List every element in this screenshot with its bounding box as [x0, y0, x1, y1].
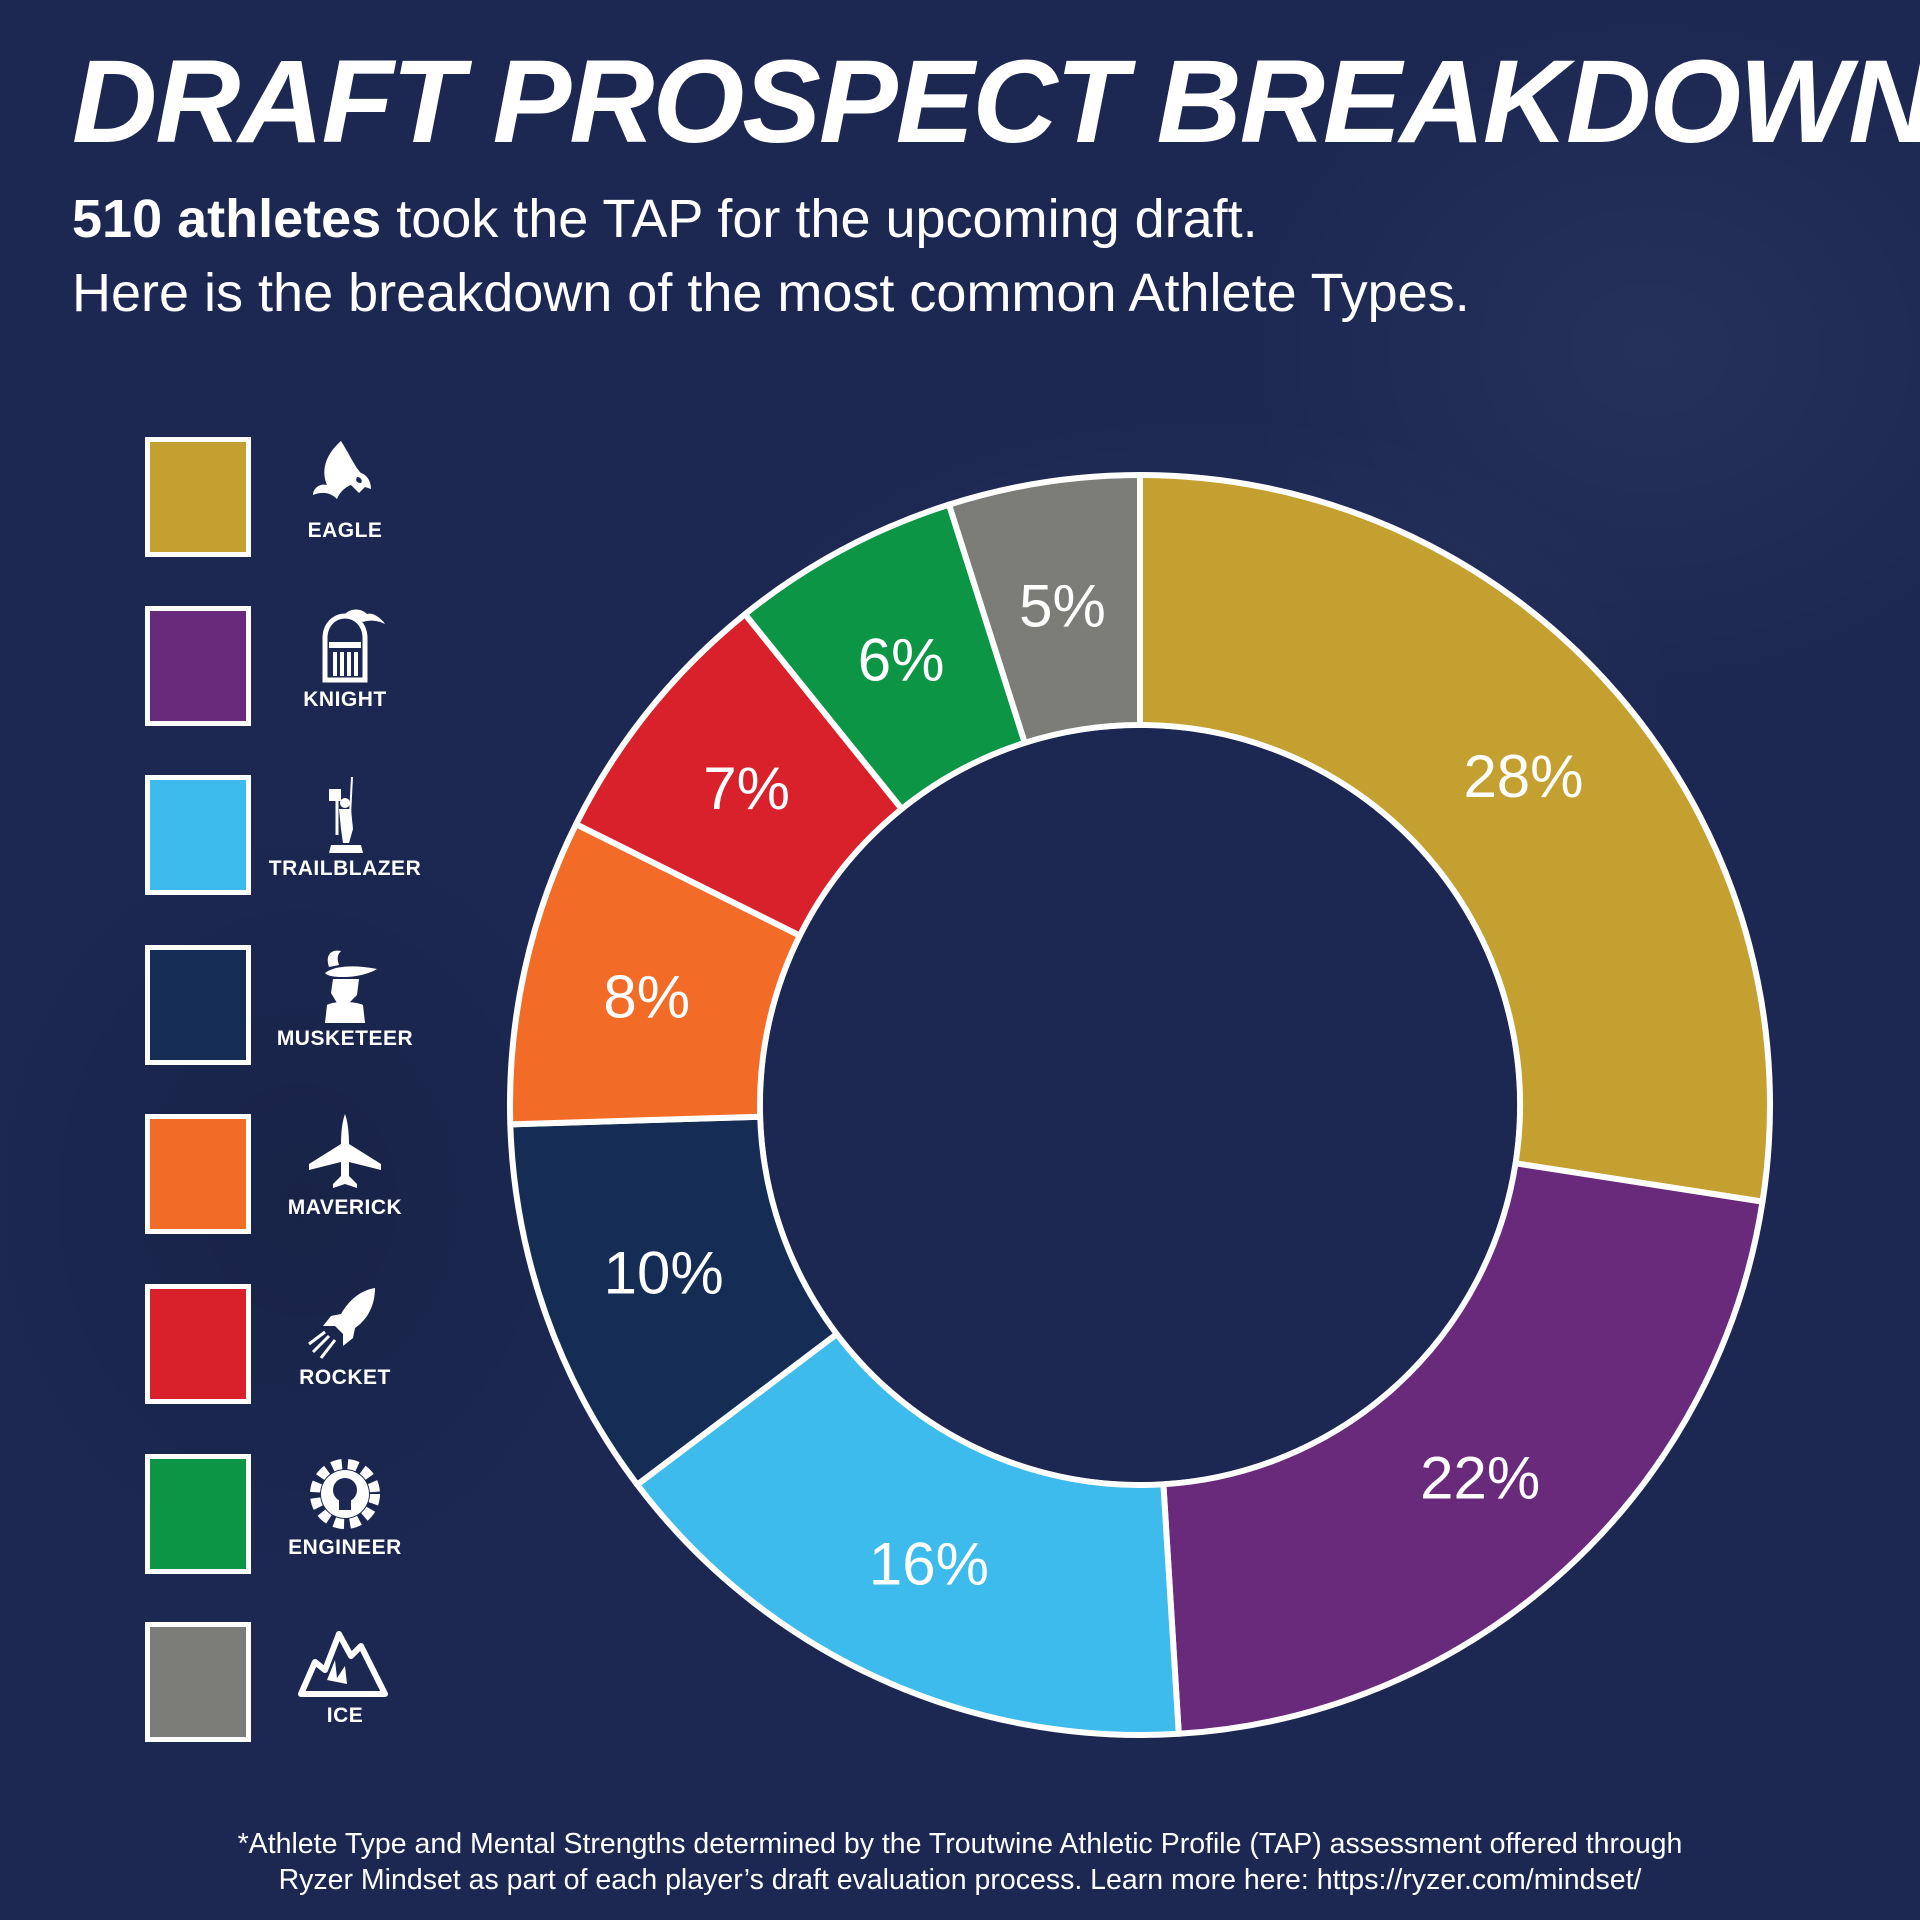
footnote-line-1: *Athlete Type and Mental Strengths deter…: [237, 1828, 1683, 1860]
legend-label-musketeer: MUSKETEER: [276, 1027, 414, 1050]
legend-swatch-trailblazer: [145, 775, 251, 895]
gear-bulb-icon: [310, 1459, 380, 1529]
donut-slice-knight: [1160, 1160, 1766, 1737]
slice-label-musketeer: 10%: [604, 1239, 724, 1306]
ice-mountain-icon: [298, 1631, 388, 1697]
legend-swatch-musketeer: [145, 945, 251, 1065]
slice-label-knight: 22%: [1420, 1445, 1540, 1512]
page-title: DRAFT PROSPECT BREAKDOWN: [72, 36, 1920, 168]
rocket-icon: [308, 1288, 375, 1359]
subtitle-line-2: Here is the breakdown of the most common…: [72, 263, 1470, 323]
donut-slice-trailblazer: [634, 1331, 1182, 1738]
slice-label-trailblazer: 16%: [869, 1530, 989, 1597]
legend-swatch-ice: [145, 1622, 251, 1742]
donut-slice-ice: [946, 472, 1143, 746]
donut-hole: [763, 728, 1517, 1482]
eagle-icon: [313, 441, 371, 499]
footnote: *Athlete Type and Mental Strengths deter…: [0, 1826, 1920, 1898]
legend-swatch-engineer: [145, 1454, 251, 1574]
legend-item-knight: KNIGHT: [145, 606, 445, 726]
legend-label-ice: ICE: [326, 1704, 364, 1727]
legend-label-rocket: ROCKET: [299, 1366, 391, 1389]
slice-label-rocket: 7%: [703, 755, 790, 822]
legend-label-eagle: EAGLE: [307, 519, 383, 542]
legend-swatch-maverick: [145, 1114, 251, 1234]
jet-icon: [309, 1114, 381, 1188]
legend-item-engineer: ENGINEER: [145, 1454, 445, 1574]
subtitle-line-1-rest: took the TAP for the upcoming draft.: [381, 189, 1258, 249]
legend-label-knight: KNIGHT: [303, 688, 387, 711]
slice-label-engineer: 6%: [858, 627, 945, 694]
slice-label-eagle: 28%: [1463, 743, 1583, 810]
legend-swatch-knight: [145, 606, 251, 726]
slice-label-maverick: 8%: [603, 963, 690, 1030]
legend-label-engineer: ENGINEER: [288, 1536, 402, 1559]
trailblazer-flag-icon: [329, 777, 363, 853]
legend-item-musketeer: MUSKETEER: [145, 945, 445, 1065]
legend-swatch-rocket: [145, 1284, 251, 1404]
athlete-count: 510 athletes: [72, 189, 382, 249]
legend-item-eagle: EAGLE: [145, 437, 445, 557]
legend-swatch-eagle: [145, 437, 251, 557]
legend: EAGLE KNIGHT TRAILBLAZER: [145, 437, 445, 1742]
knight-helmet-icon: [322, 609, 385, 683]
footnote-line-2: Ryzer Mindset as part of each player’s d…: [278, 1864, 1642, 1896]
legend-label-maverick: MAVERICK: [287, 1196, 403, 1219]
legend-item-ice: ICE: [145, 1622, 445, 1742]
legend-item-trailblazer: TRAILBLAZER: [145, 775, 445, 895]
legend-item-rocket: ROCKET: [145, 1284, 445, 1404]
subtitle: 510 athletes took the TAP for the upcomi…: [72, 182, 1470, 330]
legend-item-maverick: MAVERICK: [145, 1114, 445, 1234]
subtitle-line-1: 510 athletes took the TAP for the upcomi…: [72, 182, 1470, 256]
legend-label-trailblazer: TRAILBLAZER: [268, 857, 422, 880]
slice-label-ice: 5%: [1019, 572, 1106, 639]
donut-slice-eagle: [1137, 472, 1773, 1205]
musketeer-icon: [325, 950, 377, 1023]
